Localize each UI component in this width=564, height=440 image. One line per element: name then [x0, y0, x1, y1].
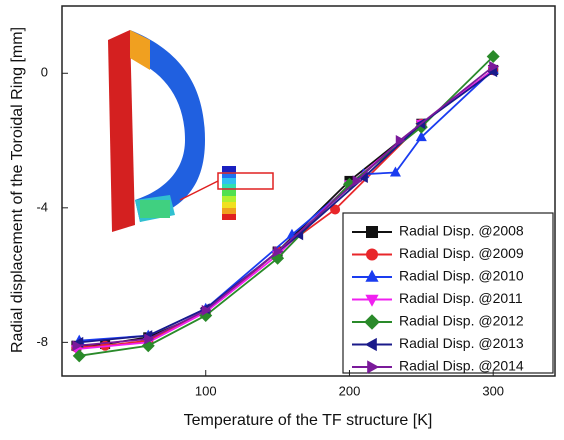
- y-axis-label: Radial displacement of the Toroidal Ring…: [9, 27, 26, 353]
- legend-label: Radial Disp. @2008: [399, 223, 524, 239]
- legend-label: Radial Disp. @2010: [399, 268, 524, 284]
- legend-label: Radial Disp. @2012: [399, 313, 524, 329]
- x-tick-label: 100: [195, 383, 217, 398]
- legend-label: Radial Disp. @2009: [399, 245, 524, 261]
- inset-swatch: [222, 202, 236, 208]
- chart: Temperature of the TF structure [K] Radi…: [0, 0, 564, 435]
- legend-label: Radial Disp. @2011: [399, 290, 523, 306]
- legend-label: Radial Disp. @2014: [399, 358, 524, 374]
- y-tick-label: -8: [36, 334, 48, 349]
- inset-swatch: [222, 166, 236, 172]
- inset-swatch: [222, 208, 236, 214]
- inset-swatch: [222, 190, 236, 196]
- inset-swatch: [222, 178, 236, 184]
- x-axis-label: Temperature of the TF structure [K]: [184, 412, 433, 429]
- legend-marker: [366, 249, 378, 261]
- inset-color-legend: [222, 166, 236, 220]
- inset-swatch: [222, 214, 236, 220]
- inset-swatch: [222, 196, 236, 202]
- y-tick-label: -4: [36, 199, 48, 214]
- legend-label: Radial Disp. @2013: [399, 335, 524, 351]
- inset-shape: [140, 200, 170, 218]
- y-tick-label: 0: [41, 65, 48, 80]
- legend-marker: [366, 226, 378, 238]
- x-tick-label: 300: [482, 383, 504, 398]
- x-tick-label: 200: [339, 383, 361, 398]
